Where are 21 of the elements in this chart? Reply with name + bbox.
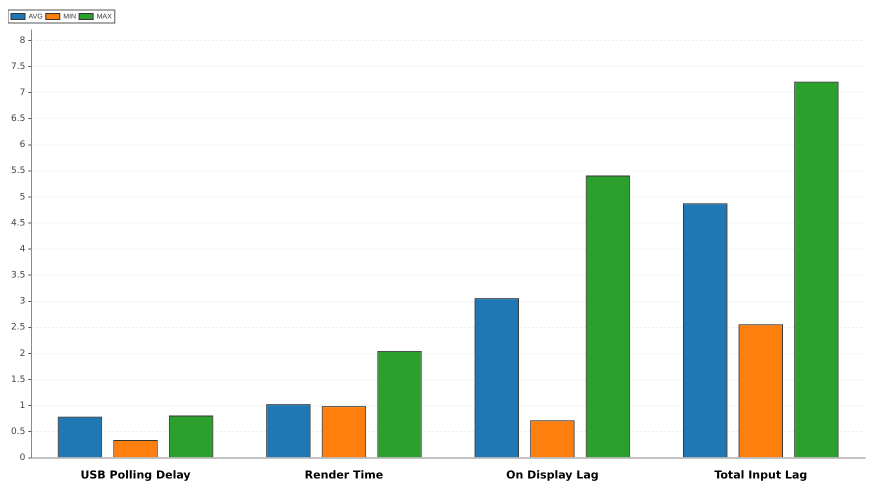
y-tick-label: 7 (20, 88, 26, 98)
x-tick-label: On Display Lag (506, 468, 599, 482)
x-tick-label: USB Polling Delay (80, 468, 191, 482)
y-tick-label: 7.5 (10, 62, 26, 72)
y-tick-label: 4 (20, 244, 26, 254)
y-tick-label: 1 (20, 400, 26, 411)
y-tick-label: 3 (20, 296, 26, 307)
x-tick-label: Render Time (304, 468, 384, 482)
y-tick-label: 5.5 (10, 166, 26, 176)
y-tick-label: 4.5 (10, 218, 26, 228)
y-tick-label: 2 (20, 348, 26, 359)
y-tick-label: 8 (20, 36, 26, 46)
y-tick-label: 1.5 (10, 374, 26, 385)
y-tick-label: 0 (20, 453, 26, 464)
y-tick-label: 3.5 (10, 270, 26, 281)
y-tick-label: 5 (20, 192, 26, 202)
y-tick-label: 2.5 (10, 322, 26, 333)
y-tick-label: 6.5 (10, 114, 26, 124)
x-tick-label: Total Input Lag (714, 468, 808, 482)
y-tick-label: 6 (20, 140, 26, 150)
y-tick-label: 0.5 (10, 427, 26, 438)
